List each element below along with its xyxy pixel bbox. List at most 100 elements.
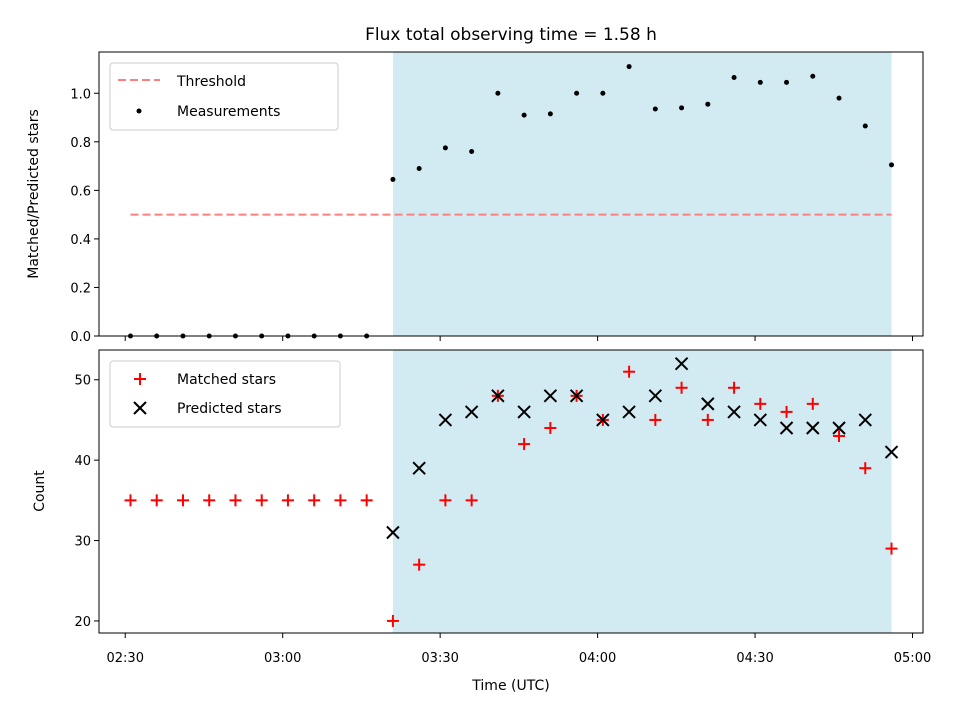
predicted-star-point: [464, 405, 479, 419]
matched-star-point: [780, 405, 793, 418]
top-plot-frame: [98, 51, 924, 337]
predicted-star-point: [438, 413, 453, 427]
x-tick-label: 04:00: [579, 651, 616, 666]
matched-star-point: [176, 494, 189, 507]
predicted-star-point: [386, 525, 400, 540]
matched-star-point: [308, 494, 321, 507]
matched-star-point: [334, 494, 347, 507]
measurement-point: [574, 90, 580, 96]
top-y-tick-label: 0.6: [70, 184, 91, 199]
matched-star-point: [255, 494, 268, 507]
measurement-point: [390, 176, 396, 182]
x-tick-label: 03:30: [421, 651, 458, 666]
predicted-star-point: [832, 421, 846, 435]
predicted-star-point: [858, 413, 872, 427]
bottom-y-tick-label: 40: [74, 454, 91, 469]
matched-star-point: [728, 381, 741, 394]
matched-star-point: [124, 494, 137, 507]
top-y-axis-label: Matched/Predicted stars: [26, 109, 42, 279]
legend-matched-swatch: [134, 373, 146, 385]
bottom-legend-box: [109, 360, 341, 428]
top-y-tick-label: 1.0: [70, 87, 91, 102]
x-tick-label: 02:30: [107, 651, 144, 666]
predicted-star-point: [491, 389, 505, 403]
measurement-point: [442, 145, 448, 151]
top-y-tick-label: 0.8: [70, 136, 91, 151]
predicted-star-point: [596, 413, 610, 427]
legend-matched-label: Matched stars: [177, 372, 276, 388]
matched-star-point: [649, 413, 662, 426]
measurement-point: [495, 90, 501, 96]
measurement-point: [705, 101, 711, 107]
matched-star-point: [544, 421, 557, 434]
matched-star-point: [806, 397, 819, 410]
top-x-axis-ticks: [124, 336, 914, 341]
measurement-point: [521, 112, 527, 118]
matched-star-point: [281, 494, 294, 507]
top-y-tick-label: 0.0: [70, 330, 91, 345]
measurement-point: [810, 73, 816, 79]
matched-stars-series: [124, 365, 898, 627]
x-axis-label: Time (UTC): [471, 678, 549, 694]
predicted-star-point: [674, 356, 689, 371]
matched-star-point: [754, 397, 767, 410]
measurement-point: [889, 162, 895, 168]
measurement-point: [600, 90, 606, 96]
matched-star-point: [885, 542, 898, 555]
legend-predicted-swatch: [133, 401, 147, 415]
measurement-point: [836, 95, 842, 101]
predicted-star-point: [806, 421, 820, 435]
chart-title: Flux total observing time = 1.58 h: [365, 25, 657, 45]
legend-threshold-label: Threshold: [176, 74, 246, 90]
top-y-tick-label: 0.4: [70, 233, 91, 248]
bottom-plot-frame: [98, 349, 924, 634]
measurement-point: [757, 79, 763, 85]
matched-star-point: [518, 438, 531, 451]
matched-star-point: [623, 365, 636, 378]
top-panel: 0.0 0.2 0.4 0.6 0.8 1.0 Matched/Predicted sta…: [26, 51, 924, 345]
predicted-star-point: [779, 421, 794, 435]
matched-star-point: [386, 614, 399, 627]
measurement-point: [416, 166, 422, 172]
predicted-star-point: [569, 389, 584, 403]
top-legend-box: [109, 62, 339, 131]
matched-star-point: [150, 494, 163, 507]
measurement-point: [784, 79, 790, 85]
bottom-legend: Matched stars Predicted stars: [109, 360, 341, 428]
predicted-star-point: [648, 389, 663, 403]
matched-star-point: [833, 430, 846, 443]
top-y-axis-ticks: 0.0 0.2 0.4 0.6 0.8 1.0: [70, 87, 99, 345]
matched-star-point: [675, 381, 688, 394]
predicted-star-point: [517, 405, 531, 419]
legend-predicted-label: Predicted stars: [177, 401, 282, 417]
bottom-y-tick-label: 30: [74, 535, 91, 550]
legend-measurements-label: Measurements: [177, 104, 280, 120]
bottom-y-tick-label: 20: [74, 615, 91, 630]
measurement-point: [679, 105, 685, 111]
x-tick-label: 03:00: [264, 651, 301, 666]
measurement-point: [862, 123, 868, 129]
matched-star-point: [229, 494, 242, 507]
legend-measurements-swatch: [136, 108, 142, 114]
measurement-point: [626, 64, 632, 70]
measurement-point: [469, 149, 475, 155]
top-observing-window-shade: [392, 52, 892, 336]
top-legend: Threshold Measurements: [109, 62, 339, 131]
predicted-star-point: [701, 397, 715, 411]
x-tick-label: 04:30: [736, 651, 773, 666]
bottom-y-tick-label: 50: [74, 374, 91, 389]
bottom-y-axis-label: Count: [32, 470, 48, 512]
bottom-observing-window-shade: [392, 350, 892, 633]
matched-star-point: [465, 494, 478, 507]
matched-star-point: [439, 494, 452, 507]
matched-star-point: [203, 494, 216, 507]
predicted-star-point: [884, 445, 899, 459]
measurement-point: [731, 74, 737, 80]
measurement-point: [547, 111, 553, 117]
bottom-x-axis-ticks: 02:30 03:00 03:30 04:00 04:30 05:00: [107, 633, 931, 666]
matched-star-point: [360, 494, 373, 507]
predicted-star-point: [753, 413, 768, 427]
bottom-y-axis-ticks: 20 30 40 50: [74, 374, 99, 630]
top-y-tick-label: 0.2: [70, 281, 91, 296]
